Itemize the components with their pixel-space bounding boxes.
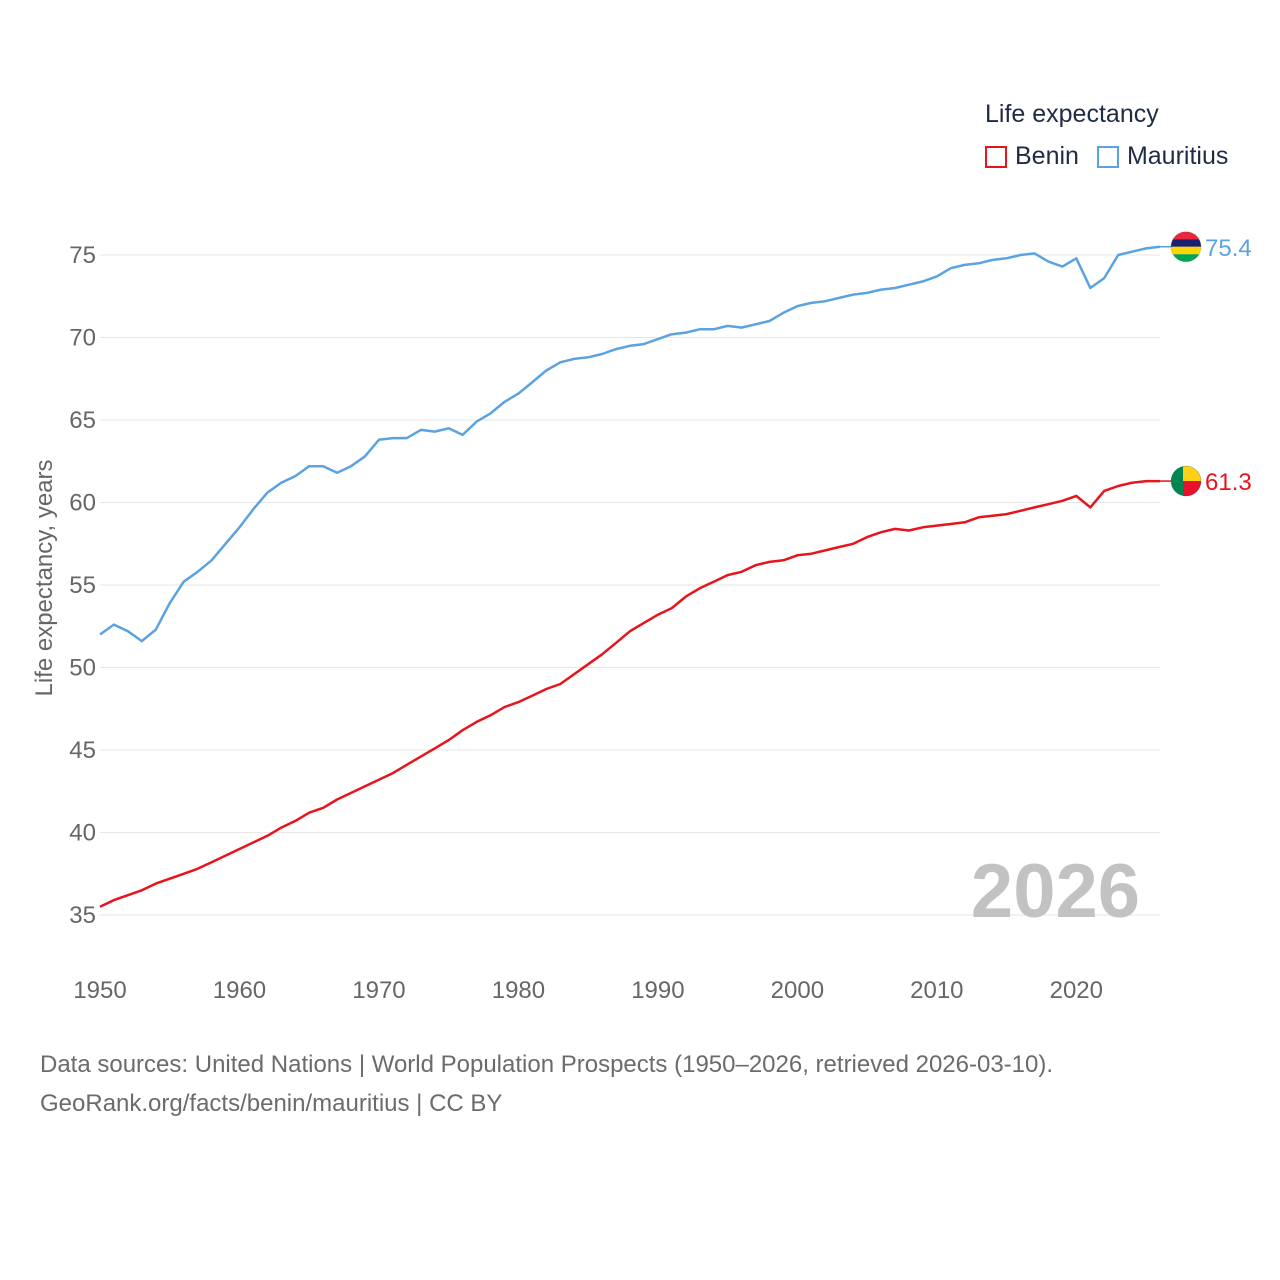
- x-tick-label: 1980: [492, 977, 545, 1004]
- y-tick-label: 40: [69, 820, 96, 847]
- source-line-2[interactable]: GeoRank.org/facts/benin/mauritius | CC B…: [40, 1090, 503, 1117]
- end-value-label-mauritius: 75.4: [1205, 235, 1252, 262]
- end-value-label-benin: 61.3: [1205, 469, 1252, 496]
- x-tick-label: 2020: [1050, 977, 1103, 1004]
- y-tick-label: 55: [69, 572, 96, 599]
- y-axis-ticks: 35 40 45 50 55 60 65 70 75: [69, 242, 96, 929]
- y-tick-label: 70: [69, 325, 96, 352]
- legend-item-benin[interactable]: Benin: [985, 142, 1079, 171]
- y-tick-label: 75: [69, 242, 96, 269]
- series-line-mauritius[interactable]: [99, 245, 1161, 643]
- series-line-benin[interactable]: [99, 479, 1160, 908]
- source-note: Data sources: United Nations | World Pop…: [40, 1045, 1053, 1123]
- end-markers: 61.3 75.4: [1160, 231, 1252, 497]
- year-watermark: 2026: [970, 849, 1140, 934]
- y-tick-label: 50: [69, 655, 96, 682]
- grid-lines: [100, 254, 1160, 916]
- y-tick-label: 45: [69, 737, 96, 764]
- x-tick-label: 1970: [352, 977, 405, 1004]
- legend: Benin Mauritius: [985, 142, 1246, 171]
- series-lines: [99, 245, 1161, 908]
- x-tick-label: 2000: [771, 977, 824, 1004]
- x-tick-label: 1950: [73, 977, 126, 1004]
- legend-swatch-mauritius: [1096, 145, 1119, 168]
- legend-label-benin: Benin: [1015, 142, 1079, 170]
- y-tick-label: 35: [69, 902, 96, 929]
- y-tick-label: 60: [69, 490, 96, 517]
- source-line-1: Data sources: United Nations | World Pop…: [40, 1051, 1054, 1078]
- x-axis-ticks: 1950 1960 1970 1980 1990 2000 2010 2020: [73, 977, 1103, 1004]
- y-axis-label: Life expectancy, years: [31, 459, 58, 696]
- legend-title: Life expectancy: [985, 100, 1159, 128]
- x-tick-label: 1990: [631, 977, 684, 1004]
- legend-label-mauritius: Mauritius: [1126, 142, 1229, 170]
- x-tick-label: 2010: [910, 977, 963, 1004]
- legend-item-mauritius[interactable]: Mauritius: [1096, 142, 1229, 171]
- x-tick-label: 1960: [213, 977, 266, 1004]
- mauritius-flag-icon: [1170, 231, 1202, 263]
- legend-swatch-benin: [985, 145, 1007, 168]
- y-tick-label: 65: [69, 407, 96, 434]
- benin-flag-icon: [1170, 465, 1202, 497]
